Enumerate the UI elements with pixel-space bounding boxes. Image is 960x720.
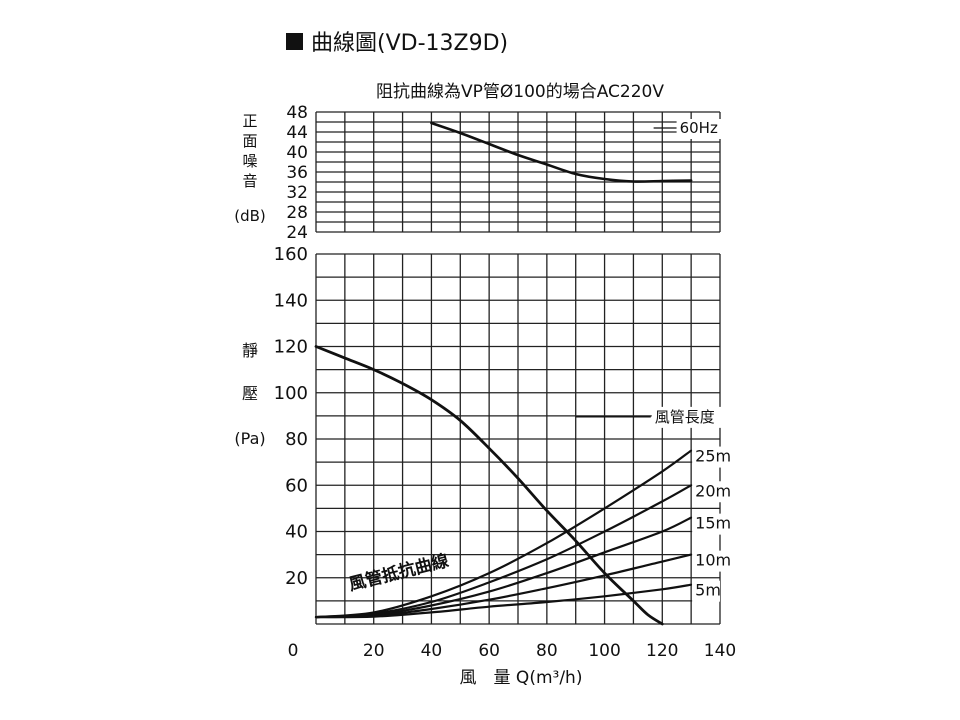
duct-length-series-label: 5m <box>695 581 721 600</box>
x-tick-label: 40 <box>421 641 443 661</box>
duct-length-label: 風管長度 <box>655 408 715 426</box>
noise-tick-label: 40 <box>286 143 308 163</box>
noise-grid <box>315 111 721 233</box>
noise-series-label: 60Hz <box>680 119 718 137</box>
pressure-tick-label: 120 <box>274 337 308 358</box>
pressure-unit: (Pa) <box>234 429 265 448</box>
duct-length-series-label: 25m <box>695 447 731 466</box>
pressure-tick-label: 0 <box>288 641 299 661</box>
series-labels: 60Hz 風管長度 25m 20m 15m 10m 5m <box>575 119 731 602</box>
duct-length-series-label-bg <box>692 446 730 468</box>
x-axis-label: 風 量 Q(m³/h) <box>460 668 583 688</box>
chart-subtitle: 阻抗曲線為VP管Ø100的場合AC220V <box>376 82 664 102</box>
duct-length-series-label-bg <box>692 513 730 535</box>
pressure-ylabel: 靜 壓 (Pa) <box>234 341 265 448</box>
pressure-tick-label: 100 <box>274 383 308 404</box>
duct-resistance-curve-15m <box>314 516 693 619</box>
noise-series-label-bg <box>676 119 722 139</box>
noise-tick-label: 32 <box>286 183 308 203</box>
static-pressure-curve <box>314 345 664 626</box>
noise-curve-60hz <box>430 121 693 183</box>
pressure-x-ticks: 20 40 60 80 100 120 140 <box>363 641 736 661</box>
noise-label-char: 正 <box>242 112 257 130</box>
duct-resistance-label: 風管抵抗曲線 <box>347 550 451 595</box>
noise-tick-label: 28 <box>286 203 308 223</box>
pressure-tick-label: 160 <box>274 244 308 265</box>
x-tick-label: 100 <box>588 641 620 661</box>
pressure-tick-label: 20 <box>285 568 308 589</box>
pressure-tick-label: 80 <box>285 429 308 450</box>
noise-tick-label: 44 <box>286 123 308 143</box>
noise-tick-label: 36 <box>286 163 308 183</box>
x-tick-label: 80 <box>536 641 558 661</box>
noise-unit: (dB) <box>234 207 266 225</box>
noise-label-char: 噪 <box>242 152 257 170</box>
pressure-y-ticks: 160 140 120 100 80 60 40 20 0 <box>274 244 308 661</box>
noise-tick-label: 48 <box>286 103 308 123</box>
duct-length-label-bg <box>651 406 722 428</box>
pressure-label-char: 靜 <box>242 341 258 360</box>
x-tick-label: 140 <box>704 641 736 661</box>
chart-title: 曲線圖(VD-13Z9D) <box>311 31 508 56</box>
pressure-tick-label: 60 <box>285 475 308 496</box>
duct-resistance-curve-20m <box>314 484 693 619</box>
title-square-icon <box>286 33 303 50</box>
duct-length-series-label: 20m <box>695 481 731 500</box>
x-tick-label: 120 <box>646 641 678 661</box>
duct-resistance-curve-5m <box>314 583 693 619</box>
noise-tick-label: 24 <box>286 223 308 243</box>
duct-length-series-label: 10m <box>695 551 731 570</box>
x-tick-label: 60 <box>478 641 500 661</box>
pressure-tick-label: 40 <box>285 522 308 543</box>
noise-ylabel: 正 面 噪 音 (dB) <box>234 112 266 225</box>
duct-length-series-label-bg <box>692 580 720 602</box>
noise-label-char: 音 <box>242 172 257 190</box>
duct-resistance-curve-25m <box>314 449 693 619</box>
pressure-tick-label: 140 <box>274 290 308 311</box>
duct-length-series-label-bg <box>692 481 730 503</box>
pressure-label-char: 壓 <box>242 384 258 403</box>
noise-label-char: 面 <box>242 132 257 150</box>
duct-length-series-label-bg <box>692 550 730 572</box>
x-tick-label: 20 <box>363 641 385 661</box>
chart-curves <box>314 121 693 626</box>
duct-length-series-label: 15m <box>695 514 731 533</box>
